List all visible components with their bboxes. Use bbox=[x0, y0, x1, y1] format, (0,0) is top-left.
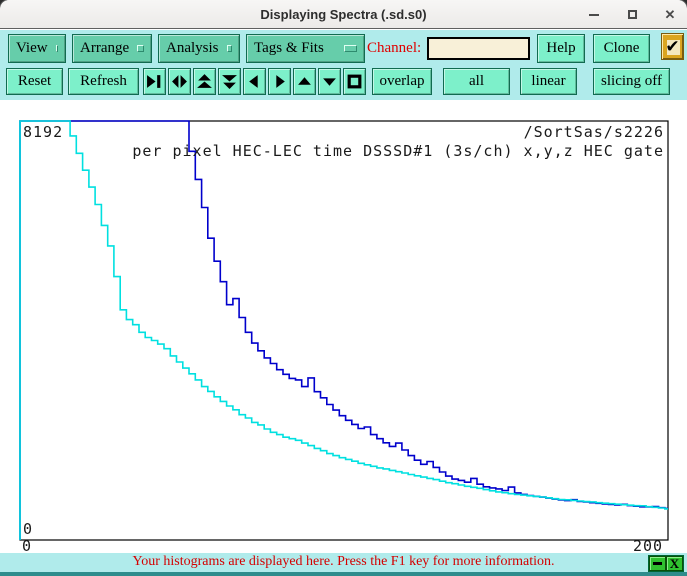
menu-arrange-label: Arrange bbox=[80, 40, 130, 56]
scroll-left-button[interactable] bbox=[243, 68, 266, 95]
scroll-right-button[interactable] bbox=[268, 68, 291, 95]
menu-indicator-icon bbox=[226, 45, 232, 52]
all-button-label: all bbox=[469, 73, 484, 89]
menu-indicator-icon bbox=[344, 45, 357, 52]
display-checkbox[interactable]: ✔ bbox=[661, 33, 684, 60]
plot-subtitle: per pixel HEC-LEC time DSSSD#1 (3s/ch) x… bbox=[132, 142, 664, 160]
scroll-up-button[interactable] bbox=[293, 68, 316, 95]
down-triangle-icon bbox=[323, 78, 336, 86]
linear-button[interactable]: linear bbox=[520, 68, 577, 95]
help-button-label: Help bbox=[546, 40, 576, 56]
plot-frame bbox=[19, 120, 669, 541]
scroll-down-button[interactable] bbox=[318, 68, 341, 95]
minus-icon bbox=[653, 562, 662, 565]
double-down-icon bbox=[222, 75, 237, 89]
curve-cyan bbox=[19, 120, 668, 540]
plot-header: /SortSas/s2226 bbox=[524, 123, 664, 141]
scale-down-button[interactable] bbox=[218, 68, 241, 95]
menu-tags-fits-label: Tags & Fits bbox=[254, 40, 324, 56]
menu-view[interactable]: View bbox=[8, 34, 66, 63]
collapse-horizontal-icon bbox=[147, 75, 161, 88]
overlap-button[interactable]: overlap bbox=[372, 68, 432, 95]
statusbar-close-button[interactable]: X bbox=[666, 556, 683, 571]
window-title: Displaying Spectra (.sd.s0) bbox=[260, 7, 427, 22]
checkmark-icon: ✔ bbox=[665, 37, 680, 56]
y-min-tick-label: 0 bbox=[23, 520, 33, 538]
spectrum-plot[interactable]: 8192 /SortSas/s2226 per pixel HEC-LEC ti… bbox=[0, 100, 687, 554]
linear-button-label: linear bbox=[531, 73, 566, 89]
reset-button[interactable]: Reset bbox=[6, 68, 63, 95]
menu-view-label: View bbox=[16, 40, 48, 56]
full-view-button[interactable] bbox=[343, 68, 366, 95]
channel-input[interactable] bbox=[427, 37, 530, 60]
menu-analysis[interactable]: Analysis bbox=[158, 34, 240, 63]
slicing-button[interactable]: slicing off bbox=[593, 68, 670, 95]
y-max-tick-label: 8192 bbox=[23, 123, 63, 141]
statusbar-controls: X bbox=[648, 555, 684, 572]
spectrum-panel: 8192 /SortSas/s2226 per pixel HEC-LEC ti… bbox=[0, 100, 687, 554]
menu-indicator-icon bbox=[137, 45, 144, 52]
channel-label: Channel: bbox=[367, 40, 422, 56]
x-min-tick-label: 0 bbox=[22, 537, 32, 554]
clone-button[interactable]: Clone bbox=[593, 34, 650, 63]
double-up-icon bbox=[197, 74, 212, 88]
collapse-horizontal-button[interactable] bbox=[143, 68, 166, 95]
maximize-icon[interactable] bbox=[625, 8, 639, 22]
overlap-button-label: overlap bbox=[379, 73, 425, 89]
scale-up-button[interactable] bbox=[193, 68, 216, 95]
clone-button-label: Clone bbox=[603, 40, 640, 56]
help-button[interactable]: Help bbox=[537, 34, 585, 63]
minimize-icon[interactable] bbox=[587, 8, 601, 22]
status-message: Your histograms are displayed here. Pres… bbox=[132, 554, 555, 569]
expand-horizontal-icon bbox=[172, 75, 187, 88]
up-triangle-icon bbox=[298, 77, 311, 85]
statusbar-minimize-button[interactable] bbox=[649, 556, 666, 571]
menu-analysis-label: Analysis bbox=[166, 40, 219, 56]
x-icon: X bbox=[669, 556, 680, 571]
toolbar-area: View Arrange Analysis Tags & Fits Channe… bbox=[0, 30, 687, 100]
slicing-button-label: slicing off bbox=[601, 73, 662, 89]
right-triangle-icon bbox=[276, 75, 285, 88]
menu-arrange[interactable]: Arrange bbox=[72, 34, 152, 63]
menu-tags-fits[interactable]: Tags & Fits bbox=[246, 34, 365, 63]
x-max-tick-label: 200 bbox=[633, 537, 663, 554]
window-bottom-edge bbox=[0, 572, 687, 576]
refresh-button-label: Refresh bbox=[80, 73, 127, 89]
all-button[interactable]: all bbox=[443, 68, 510, 95]
close-icon[interactable]: ✕ bbox=[664, 7, 676, 22]
titlebar: Displaying Spectra (.sd.s0) ✕ bbox=[0, 0, 687, 29]
refresh-button[interactable]: Refresh bbox=[68, 68, 139, 95]
square-icon bbox=[347, 74, 362, 89]
statusbar: Your histograms are displayed here. Pres… bbox=[0, 553, 687, 572]
menu-indicator-icon bbox=[55, 45, 58, 52]
left-triangle-icon bbox=[249, 75, 258, 88]
window-controls: ✕ bbox=[587, 0, 677, 29]
expand-horizontal-button[interactable] bbox=[168, 68, 191, 95]
reset-button-label: Reset bbox=[17, 73, 52, 89]
